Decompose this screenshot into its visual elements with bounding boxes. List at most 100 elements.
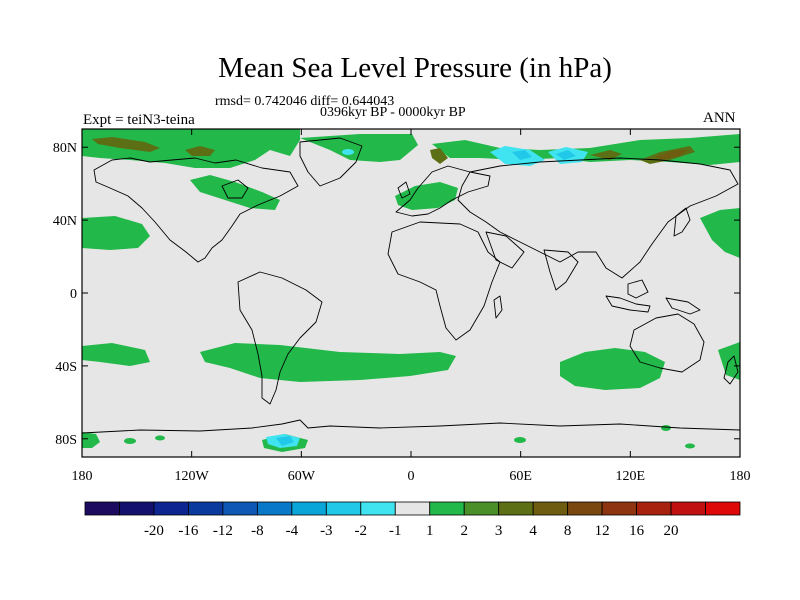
experiment-label: Expt = teiN3-teina [83,112,195,128]
colorbar-label: -12 [213,523,233,539]
coastline-south-america [237,271,323,405]
positive-anomaly-region [514,437,526,443]
colorbar-swatch [601,501,637,516]
coastline-new-guinea [665,297,701,315]
coastline-greenland [299,137,363,187]
pressure-anomaly-contours [82,129,740,452]
negative-anomaly-region [556,150,576,160]
coastline-asia [457,157,739,279]
colorbar-label: 20 [664,523,679,539]
colorbar-swatch [463,501,500,516]
coastline-antarctica [82,419,740,434]
colorbar-label: -4 [286,523,299,539]
lon-tick-label: 0 [408,469,415,484]
lat-tick-label: 80S [55,433,77,448]
colorbar-swatch [360,501,396,516]
positive-anomaly-region [155,435,165,441]
coastline-hudson-bay [221,179,249,199]
coastline-arabia [485,231,525,269]
positive-anomaly-region [700,208,740,258]
coastline-europe [395,165,491,217]
lon-tick-label: 60W [288,469,316,484]
coastline-north-america [93,157,299,263]
positive-anomaly-region [560,348,665,390]
lon-tick-label: 60E [509,469,532,484]
positive-anomaly-region [82,343,150,366]
colorbar-swatch [394,501,431,516]
positive-anomaly-region [124,438,136,444]
positive-anomaly-region [200,343,456,382]
colorbar-label: -20 [144,523,164,539]
strong-positive-anomaly-region [655,150,688,160]
positive-anomaly-region [300,134,418,162]
colorbar-swatch [222,501,258,516]
colorbar-label: -16 [178,523,198,539]
colorbar-label: 12 [595,523,610,539]
coastline-new-zealand [723,355,739,385]
positive-anomaly-region [82,432,100,448]
colorbar-swatch [291,501,327,516]
time-period-label: 0396kyr BP - 0000kyr BP [320,105,466,120]
rmsd-diff-stats: rmsd= 0.742046 diff= 0.644043 [215,94,395,109]
coastline-indonesia [605,295,651,313]
coastline-india [543,249,579,291]
colorbar-swatch [498,501,534,516]
colorbar-swatch [705,501,741,516]
colorbar-swatch [153,501,189,516]
colorbar-label: 3 [495,523,503,539]
strong-positive-anomaly-region [430,148,448,164]
negative-anomaly-region [342,149,354,155]
lon-tick-label: 180 [72,469,93,484]
strong-positive-anomaly-region [92,137,160,152]
colorbar-label: 8 [564,523,572,539]
positive-anomaly-region [82,216,150,250]
colorbar-label: -1 [389,523,402,539]
colorbar-swatch [256,501,293,516]
negative-anomaly-region [512,150,532,160]
colorbar-label: -2 [355,523,368,539]
positive-anomaly-region [395,182,458,210]
colorbar-label: -8 [251,523,264,539]
colorbar-swatch [567,501,603,516]
colorbar-swatch [670,501,706,516]
strong-positive-anomaly-region [185,146,215,156]
lat-tick-label: 80N [53,141,77,156]
coastline-british-isles [397,181,411,199]
colorbar-swatch [325,501,362,516]
lat-tick-label: 40N [53,214,77,229]
lat-tick-label: 0 [70,287,77,302]
negative-anomaly-region [276,436,294,446]
colorbar-swatch [532,501,569,516]
positive-anomaly-region [661,425,671,431]
coastline-borneo [627,279,649,299]
colorbar-swatch [636,501,672,516]
colorbar: -20 -16 -12 -8 -4 -3 -2 -1 1 2 3 4 8 12 16 20 [84,501,741,539]
coastlines [82,137,740,434]
latitude-axis: 80N 40N 0 40S 80S [53,141,740,448]
map-title: Mean Sea Level Pressure (in hPa) [218,52,612,84]
colorbar-swatch [429,501,465,516]
colorbar-label: 2 [460,523,468,539]
longitude-axis: 180 120W 60W 0 60E 120E 180 [72,129,751,484]
lon-tick-label: 120E [616,469,646,484]
colorbar-label: 1 [426,523,434,539]
positive-anomaly-region [190,175,280,210]
colorbar-swatch [119,501,155,516]
colorbar-label: 4 [529,523,537,539]
colorbar-label: 16 [629,523,645,539]
positive-anomaly-region [685,443,695,449]
coastline-australia [629,313,705,373]
colorbar-swatch [84,501,120,516]
lat-tick-label: 40S [55,360,77,375]
lon-tick-label: 180 [730,469,751,484]
strong-positive-anomaly-region [590,150,622,160]
colorbar-label: -3 [320,523,333,539]
season-label: ANN [703,110,736,126]
coastline-africa [387,221,501,341]
coastline-madagascar [493,295,503,319]
lon-tick-label: 120W [175,469,210,484]
coastline-japan [673,207,691,237]
colorbar-swatch [188,501,224,516]
map-background [82,129,740,457]
